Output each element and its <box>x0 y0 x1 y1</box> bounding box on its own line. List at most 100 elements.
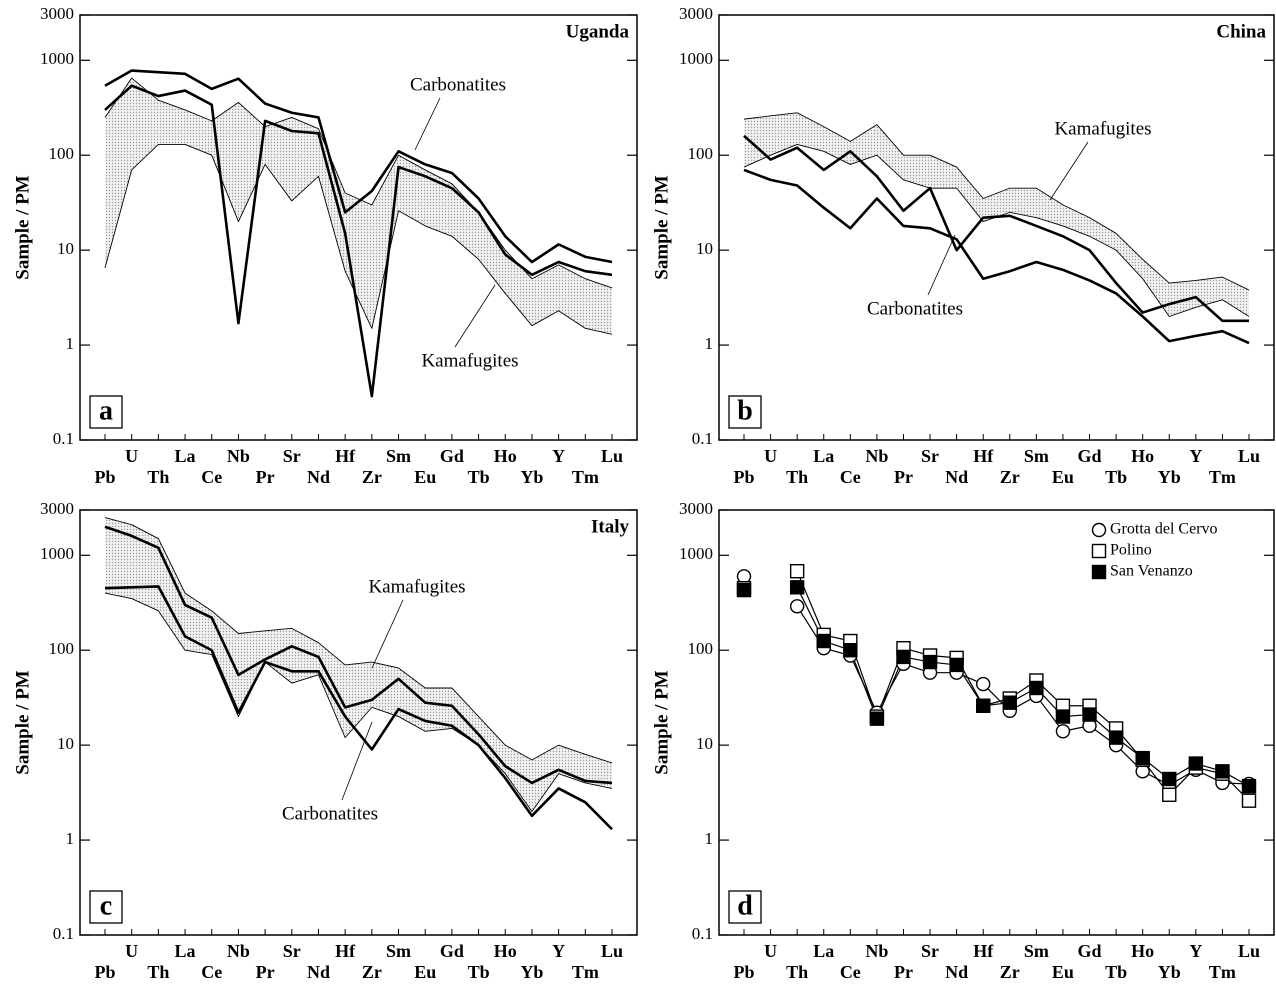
x-tick-label: Pr <box>256 467 275 487</box>
x-tick-label: Gd <box>1078 941 1102 961</box>
field-area <box>105 78 612 335</box>
x-tick-label: Yb <box>1158 467 1181 487</box>
x-tick-label: La <box>175 446 196 466</box>
series-line <box>796 587 1250 787</box>
x-tick-label: Y <box>1189 941 1202 961</box>
y-tick-label: 0.1 <box>53 924 74 943</box>
x-tick-label: Yb <box>1158 962 1181 982</box>
x-tick-label: Hf <box>973 446 994 466</box>
x-tick-label: Ce <box>201 962 222 982</box>
y-tick-label: 1 <box>66 334 75 353</box>
y-tick-label: 1000 <box>40 49 74 68</box>
panel: 0.111010010003000PbUThLaCeNbPrSrNdHfZrSm… <box>12 499 638 982</box>
x-tick-label: Lu <box>601 941 623 961</box>
y-tick-label: 10 <box>57 734 74 753</box>
x-tick-label: Eu <box>414 467 436 487</box>
x-tick-label: Eu <box>414 962 436 982</box>
x-tick-label: Nb <box>227 941 250 961</box>
field-upper-line <box>104 69 613 264</box>
data-point <box>789 599 805 614</box>
x-tick-label: Sm <box>386 941 411 961</box>
leader-line <box>371 599 404 669</box>
x-tick-label: Nb <box>865 446 888 466</box>
x-tick-label: Ho <box>494 446 517 466</box>
field-upper-line <box>743 112 1250 291</box>
legend-marker <box>1091 522 1107 538</box>
x-tick-label: Zr <box>362 467 382 487</box>
data-point <box>816 633 831 649</box>
field-area <box>744 112 1249 317</box>
x-tick-label: Hf <box>973 941 994 961</box>
x-tick-label: U <box>125 941 138 961</box>
x-tick-label: Nd <box>945 467 968 487</box>
legend-label: San Venanzo <box>1110 563 1193 580</box>
field-label: Kamafugites <box>1054 118 1151 139</box>
x-tick-label: Gd <box>440 941 464 961</box>
legend-marker <box>1091 543 1107 559</box>
data-point <box>896 649 911 665</box>
x-tick-label: Ho <box>1131 446 1154 466</box>
x-tick-label: Hf <box>335 446 356 466</box>
x-tick-label: Gd <box>1078 446 1102 466</box>
x-tick-label: Ce <box>201 467 222 487</box>
data-point <box>1055 724 1071 739</box>
y-tick-label: 1000 <box>679 49 713 68</box>
legend-label: Polino <box>1110 542 1152 559</box>
field-lower-line <box>104 585 613 831</box>
y-tick-label: 1000 <box>40 544 74 563</box>
x-tick-label: Zr <box>1000 467 1020 487</box>
x-tick-label: Sr <box>921 941 939 961</box>
x-tick-label: Sr <box>283 446 301 466</box>
y-tick-label: 100 <box>688 144 714 163</box>
x-tick-label: Th <box>786 962 808 982</box>
x-tick-label: Tm <box>1209 962 1236 982</box>
y-tick-label: 3000 <box>679 4 713 23</box>
data-point <box>869 711 885 726</box>
x-tick-label: Pb <box>733 962 754 982</box>
x-tick-label: Nd <box>307 962 330 982</box>
leader-line <box>454 284 496 348</box>
data-point <box>789 563 805 579</box>
field-label: Carbonatites <box>867 298 963 319</box>
field-upper-line <box>104 77 613 289</box>
x-tick-label: Ho <box>494 941 517 961</box>
field-lower-line <box>743 168 1250 345</box>
y-tick-label: 10 <box>57 239 74 258</box>
y-tick-label: 3000 <box>40 4 74 23</box>
x-tick-label: Ho <box>1131 941 1154 961</box>
panel-title: Uganda <box>566 21 630 42</box>
x-tick-label: La <box>813 941 834 961</box>
y-tick-label: 10 <box>696 239 713 258</box>
y-tick-label: 1000 <box>679 544 713 563</box>
y-tick-label: 0.1 <box>692 924 713 943</box>
x-tick-label: Tb <box>468 467 490 487</box>
panel: 0.111010010003000PbUThLaCeNbPrSrNdHfZrSm… <box>651 4 1275 487</box>
data-point <box>1162 787 1177 802</box>
field-label: Kamafugites <box>421 350 518 371</box>
data-point <box>1029 680 1044 696</box>
panel-label-box <box>728 890 762 924</box>
data-point <box>1002 695 1017 710</box>
plot-frame <box>718 14 1275 441</box>
y-tick-label: 100 <box>688 639 714 658</box>
field-lower-line <box>104 143 613 335</box>
x-tick-label: Yb <box>520 962 543 982</box>
panel-label: b <box>737 395 753 426</box>
x-tick-label: Sm <box>386 446 411 466</box>
x-tick-label: Nb <box>865 941 888 961</box>
x-tick-label: Y <box>552 941 565 961</box>
field-label: Carbonatites <box>282 803 378 824</box>
legend-marker <box>1091 564 1107 580</box>
x-tick-label: Pb <box>94 467 115 487</box>
panel-label: d <box>737 890 753 921</box>
leader-line <box>414 97 441 151</box>
plot-frame <box>79 509 638 936</box>
x-tick-label: Tm <box>1209 467 1236 487</box>
data-point <box>1241 793 1257 808</box>
y-axis-label: Sample / PM <box>651 670 672 775</box>
x-tick-label: Pb <box>94 962 115 982</box>
panel: 0.111010010003000PbUThLaCeNbPrSrNdHfZrSm… <box>651 499 1275 982</box>
panel-label-box <box>89 890 123 924</box>
data-point <box>922 654 938 670</box>
data-point <box>1215 764 1230 779</box>
